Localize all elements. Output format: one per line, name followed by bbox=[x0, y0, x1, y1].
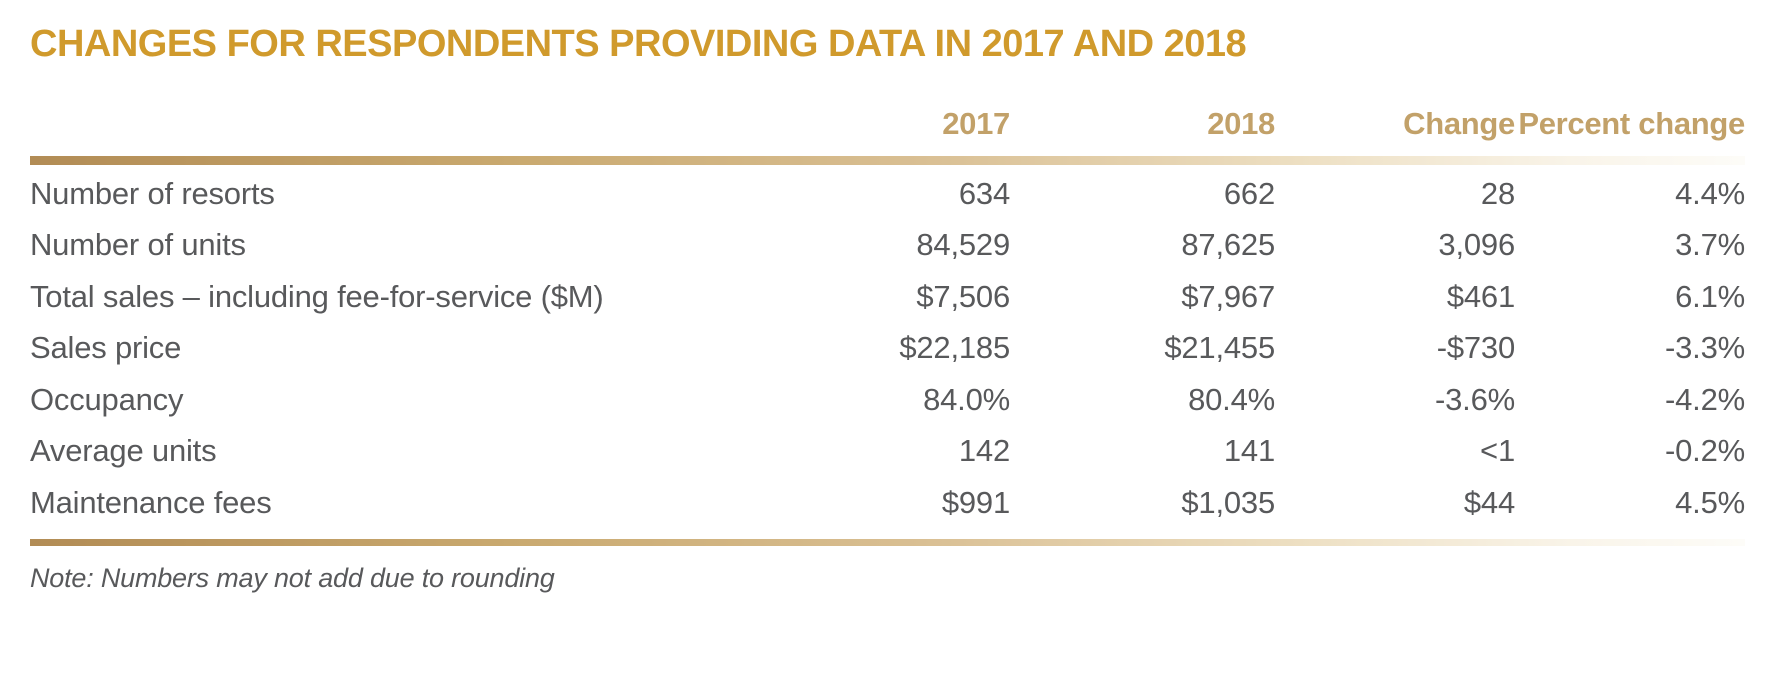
column-header-percent-change: Percent change bbox=[1518, 106, 1745, 141]
value-percent-change: 4.5% bbox=[1675, 484, 1745, 520]
row-label: Number of resorts bbox=[30, 175, 275, 211]
table-row: Occupancy 84.0% 80.4% -3.6% -4.2% bbox=[30, 374, 1745, 426]
column-header-change: Change bbox=[1403, 106, 1515, 141]
value-2017: $7,506 bbox=[916, 278, 1010, 314]
row-label: Total sales – including fee-for-service … bbox=[30, 278, 604, 314]
value-percent-change: -0.2% bbox=[1665, 433, 1745, 469]
footnote: Note: Numbers may not add due to roundin… bbox=[30, 562, 555, 593]
table-header-row: 2017 2018 Change Percent change bbox=[30, 72, 1745, 148]
value-percent-change: -4.2% bbox=[1665, 381, 1745, 417]
value-2017: 84,529 bbox=[916, 227, 1010, 263]
table-row: Total sales – including fee-for-service … bbox=[30, 271, 1745, 323]
table-body: Number of resorts 634 662 28 4.4% Number… bbox=[30, 168, 1745, 529]
value-change: -3.6% bbox=[1435, 381, 1515, 417]
value-2018: $7,967 bbox=[1181, 278, 1275, 314]
value-change: <1 bbox=[1480, 433, 1515, 469]
value-percent-change: 4.4% bbox=[1675, 175, 1745, 211]
value-change: $461 bbox=[1446, 278, 1515, 314]
value-change: 28 bbox=[1480, 175, 1515, 211]
column-header-2017: 2017 bbox=[942, 106, 1010, 141]
value-percent-change: 3.7% bbox=[1675, 227, 1745, 263]
column-header-2018: 2018 bbox=[1207, 106, 1275, 141]
row-label: Sales price bbox=[30, 330, 182, 366]
table-row: Number of units 84,529 87,625 3,096 3.7% bbox=[30, 220, 1745, 272]
figure-title: CHANGES FOR RESPONDENTS PROVIDING DATA I… bbox=[30, 23, 1247, 65]
value-2017: $22,185 bbox=[899, 330, 1010, 366]
row-label: Average units bbox=[30, 433, 217, 469]
value-2018: 662 bbox=[1223, 175, 1275, 211]
value-2018: 87,625 bbox=[1181, 227, 1275, 263]
table-row: Average units 142 141 <1 -0.2% bbox=[30, 426, 1745, 478]
value-2017: 84.0% bbox=[923, 381, 1010, 417]
value-2018: $21,455 bbox=[1164, 330, 1275, 366]
row-label: Occupancy bbox=[30, 381, 184, 417]
table-row: Number of resorts 634 662 28 4.4% bbox=[30, 168, 1745, 220]
value-change: 3,096 bbox=[1438, 227, 1515, 263]
value-change: $44 bbox=[1463, 484, 1515, 520]
row-label: Maintenance fees bbox=[30, 484, 272, 520]
value-2017: 634 bbox=[958, 175, 1010, 211]
value-2017: 142 bbox=[958, 433, 1010, 469]
value-2018: $1,035 bbox=[1181, 484, 1275, 520]
value-percent-change: 6.1% bbox=[1675, 278, 1745, 314]
value-2018: 80.4% bbox=[1188, 381, 1275, 417]
value-2018: 141 bbox=[1223, 433, 1275, 469]
table-row: Maintenance fees $991 $1,035 $44 4.5% bbox=[30, 477, 1745, 529]
value-change: -$730 bbox=[1436, 330, 1515, 366]
value-percent-change: -3.3% bbox=[1665, 330, 1745, 366]
header-divider bbox=[30, 156, 1745, 165]
table-row: Sales price $22,185 $21,455 -$730 -3.3% bbox=[30, 323, 1745, 375]
value-2017: $991 bbox=[941, 484, 1010, 520]
row-label: Number of units bbox=[30, 227, 246, 263]
footer-divider bbox=[30, 538, 1745, 546]
